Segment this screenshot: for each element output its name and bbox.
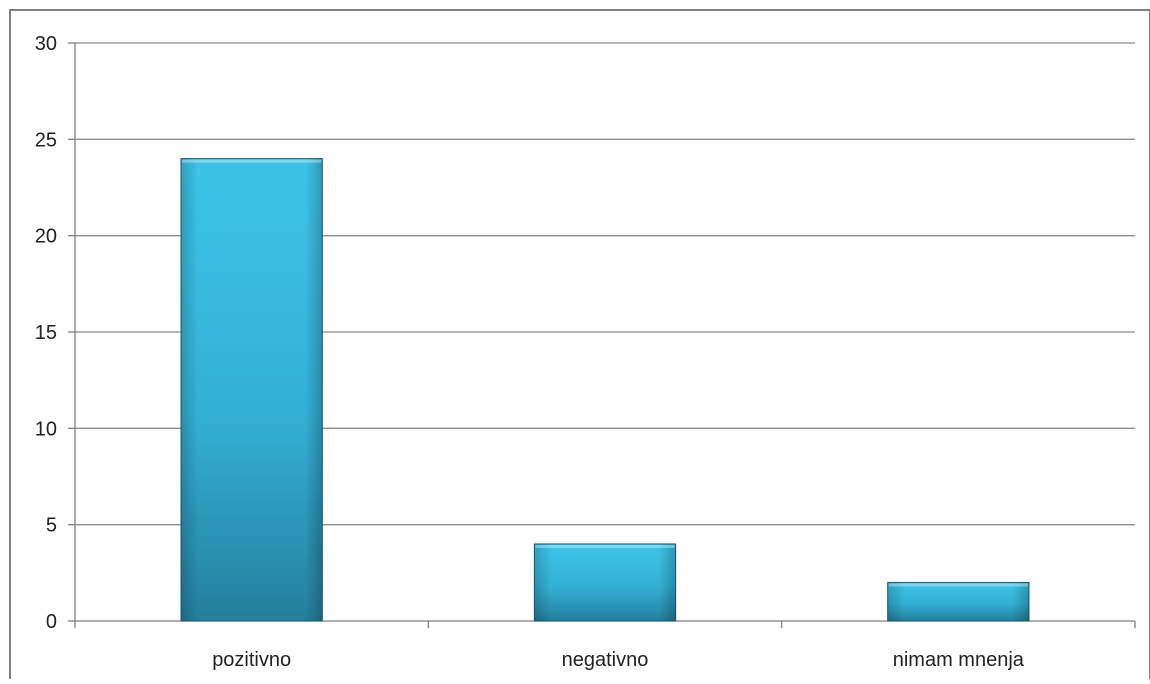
y-tick-label: 20	[35, 226, 57, 248]
y-tick-label: 0	[46, 611, 57, 633]
bar-shading	[887, 582, 1029, 621]
labels: 0 5 10 15 20 25 30 pozitivno negativno nimam mnen…	[35, 33, 1025, 671]
x-tick-label: pozitivno	[212, 649, 291, 671]
bar-shading	[181, 158, 323, 621]
bar-highlight	[535, 544, 675, 548]
y-tick-label: 10	[35, 418, 57, 440]
y-tick-label: 25	[35, 129, 57, 151]
bars	[180, 158, 1030, 622]
x-tick-label: negativno	[562, 649, 649, 671]
bar-highlight	[888, 583, 1028, 587]
x-tick-label: nimam mnenja	[893, 649, 1025, 671]
y-tick-label: 5	[46, 515, 57, 537]
y-tick-label: 15	[35, 322, 57, 344]
bar-shading	[534, 543, 676, 621]
y-tick-label: 30	[35, 33, 57, 55]
bar-highlight	[182, 159, 322, 163]
